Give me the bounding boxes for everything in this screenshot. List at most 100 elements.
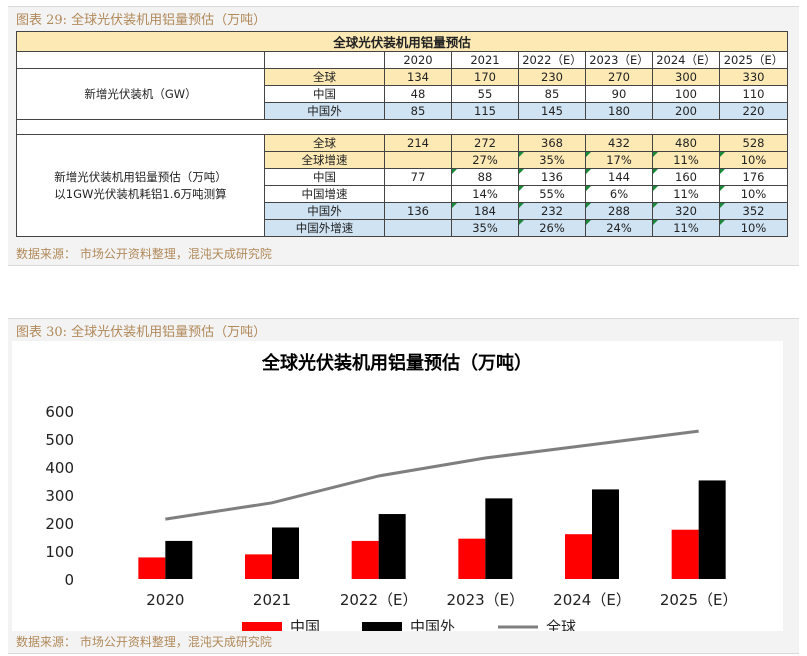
row-label: 全球 [264, 68, 385, 86]
table-cell: 26% [518, 219, 586, 237]
table-cell: 11% [652, 151, 720, 169]
bar-china [138, 557, 166, 579]
bar-china [565, 534, 592, 579]
header-blank [264, 51, 385, 69]
row-label: 中国外 [264, 202, 385, 220]
bar-outside-china [165, 540, 193, 579]
table-cell: 232 [518, 202, 586, 220]
table-cell: 48 [384, 85, 452, 103]
table-cell: 200 [652, 102, 720, 120]
bar-outside-china [378, 514, 406, 579]
table-caption: 图表 29: 全球光伏装机用铝量预估（万吨） [16, 13, 267, 28]
table-cell: 115 [451, 102, 519, 120]
row-label: 中国外 [264, 102, 385, 120]
bar-china [458, 538, 486, 579]
table-cell: 230 [518, 68, 586, 86]
y-tick-label: 100 [45, 543, 74, 561]
table-cell: 35% [451, 219, 519, 237]
table-cell: 55 [451, 85, 519, 103]
table-row: 新增光伏装机（GW） 全球 134 170 230 270 300 330 [16, 68, 789, 120]
table-cell: 14% [451, 185, 519, 203]
chart-caption: 图表 30: 全球光伏装机用铝量预估（万吨） [16, 325, 267, 340]
x-tick-label: 2024（E） [553, 591, 631, 609]
x-tick-label: 2022（E） [340, 591, 418, 609]
column-header: 2023（E） [585, 51, 653, 69]
row-label: 中国 [264, 168, 385, 186]
bar-china [671, 529, 699, 579]
table-cell: 35% [518, 151, 586, 169]
table-cell: 27% [451, 151, 519, 169]
x-tick-label: 2021 [253, 591, 291, 609]
chart-title: 全球光伏装机用铝量预估（万吨） [261, 352, 532, 374]
table-row: 中国外 85 115 145 180 200 220 [17, 102, 789, 120]
legend-label: 中国 [290, 618, 320, 631]
y-tick-label: 600 [45, 403, 74, 421]
column-header: 2020 [384, 51, 452, 69]
table-cell: 180 [585, 102, 653, 120]
bar-china [245, 554, 272, 579]
table-cell: 110 [718, 85, 789, 103]
table-cell: 270 [585, 68, 653, 86]
bar-outside-china [485, 498, 513, 579]
table-cell: 17% [585, 151, 653, 169]
row-label: 中国 [264, 85, 385, 103]
table-cell: 11% [652, 185, 720, 203]
table-cell [384, 151, 452, 169]
bar-outside-china [272, 527, 299, 579]
table-cell: 272 [451, 134, 519, 152]
bar-line-chart: 全球光伏装机用铝量预估（万吨） 0 100 200 300 400 500 600 2020… [45, 352, 737, 636]
table-cell: 10% [718, 185, 789, 203]
table-cell: 184 [451, 202, 519, 220]
bar-outside-china [592, 489, 619, 579]
table-cell: 176 [718, 168, 789, 186]
table-row: 全球增速 27% 35% 17% 11% 10% [17, 151, 789, 169]
table-cell: 300 [652, 68, 720, 86]
table-cell: 136 [518, 168, 586, 186]
table-row: 中国 48 55 85 90 100 110 [17, 85, 789, 103]
group-label-line: 新增光伏装机用铝量预估（万吨） [54, 169, 227, 184]
table-cell: 6% [585, 185, 653, 203]
table-cell: 85 [384, 102, 452, 120]
table-cell: 214 [384, 134, 452, 152]
table-source: 数据来源： 市场公开资料整理，混沌天成研究院 [16, 247, 272, 261]
table-row: 中国外增速 35% 26% 24% 11% 10% [17, 219, 789, 237]
y-tick-label: 500 [45, 431, 74, 449]
row-label: 中国外增速 [264, 219, 385, 237]
table-cell: 288 [585, 202, 653, 220]
line-global [165, 429, 699, 521]
table-spacer [15, 119, 789, 135]
bar-china [351, 540, 379, 579]
table-cell: 136 [384, 202, 452, 220]
table-row: 中国外 136 184 232 288 320 352 [17, 202, 789, 220]
table-cell: 480 [652, 134, 720, 152]
bars [138, 480, 726, 579]
table-cell [384, 185, 452, 203]
figure-chart-panel: 图表 30: 全球光伏装机用铝量预估（万吨） 全球光伏装机用铝量预估（万吨） 0… [8, 318, 799, 654]
table-cell [384, 219, 452, 237]
chart-source: 数据来源： 市场公开资料整理，混沌天成研究院 [16, 635, 272, 649]
table-cell: 144 [585, 168, 653, 186]
table-row: 新增光伏装机用铝量预估（万吨） 以1GW光伏装机耗铝1.6万吨测算 全球 214… [16, 134, 789, 237]
group-label: 新增光伏装机用铝量预估（万吨） 以1GW光伏装机耗铝1.6万吨测算 [16, 134, 265, 237]
column-header: 2025（E） [718, 51, 789, 69]
table-cell: 10% [718, 219, 789, 237]
data-table: 全球光伏装机用铝量预估 2020 2021 2022（E） 2023（E） 20… [15, 31, 789, 237]
chart-area: 全球光伏装机用铝量预估（万吨） 0 100 200 300 400 500 600 2020… [12, 341, 783, 636]
group-label-line: 以1GW光伏装机耗铝1.6万吨测算 [54, 186, 227, 201]
group-label: 新增光伏装机（GW） [16, 68, 265, 120]
table-cell: 24% [585, 219, 653, 237]
table-cell: 170 [451, 68, 519, 86]
row-label: 全球 [264, 134, 385, 152]
column-header: 2022（E） [518, 51, 586, 69]
table-cell: 85 [518, 85, 586, 103]
y-tick-label: 300 [45, 487, 74, 505]
legend-swatch [242, 622, 282, 631]
table-cell: 432 [585, 134, 653, 152]
table-cell: 55% [518, 185, 586, 203]
table-cell: 77 [384, 168, 452, 186]
y-tick-label: 400 [45, 459, 74, 477]
table-row: 中国 77 88 136 144 160 176 [17, 168, 789, 186]
table-cell: 90 [585, 85, 653, 103]
x-tick-label: 2023（E） [447, 591, 525, 609]
table-cell: 330 [718, 68, 789, 86]
